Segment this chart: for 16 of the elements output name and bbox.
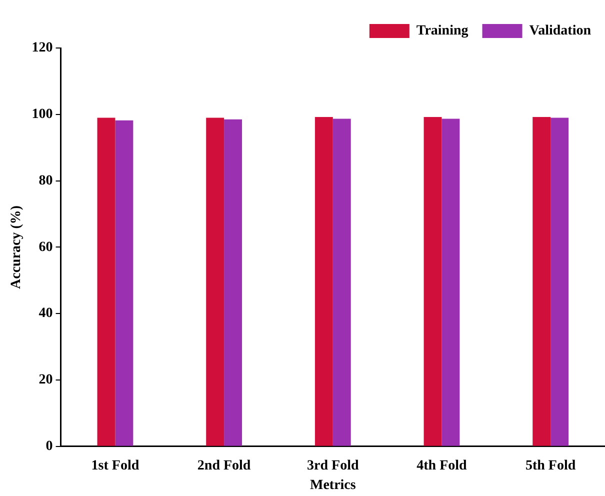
legend-label: Validation xyxy=(529,24,592,39)
legend-label: Training xyxy=(416,24,468,39)
x-tick-label: 5th Fold xyxy=(525,458,576,474)
y-tick-label: 100 xyxy=(32,107,53,122)
x-axis-title: Metrics xyxy=(310,478,356,494)
y-axis-title: Accuracy (%) xyxy=(9,205,24,289)
y-tick-label: 20 xyxy=(38,372,53,388)
x-tick-label: 4th Fold xyxy=(416,458,468,474)
y-tick-label: 80 xyxy=(38,173,53,188)
y-tick-label: 120 xyxy=(32,40,53,56)
y-tick-label: 60 xyxy=(38,240,53,255)
x-tick-label: 3rd Fold xyxy=(307,458,359,474)
x-tick-label: 1st Fold xyxy=(91,458,140,474)
y-tick-label: 40 xyxy=(38,306,53,322)
y-tick-label: 0 xyxy=(46,439,53,454)
x-tick-label: 2nd Fold xyxy=(197,458,251,474)
